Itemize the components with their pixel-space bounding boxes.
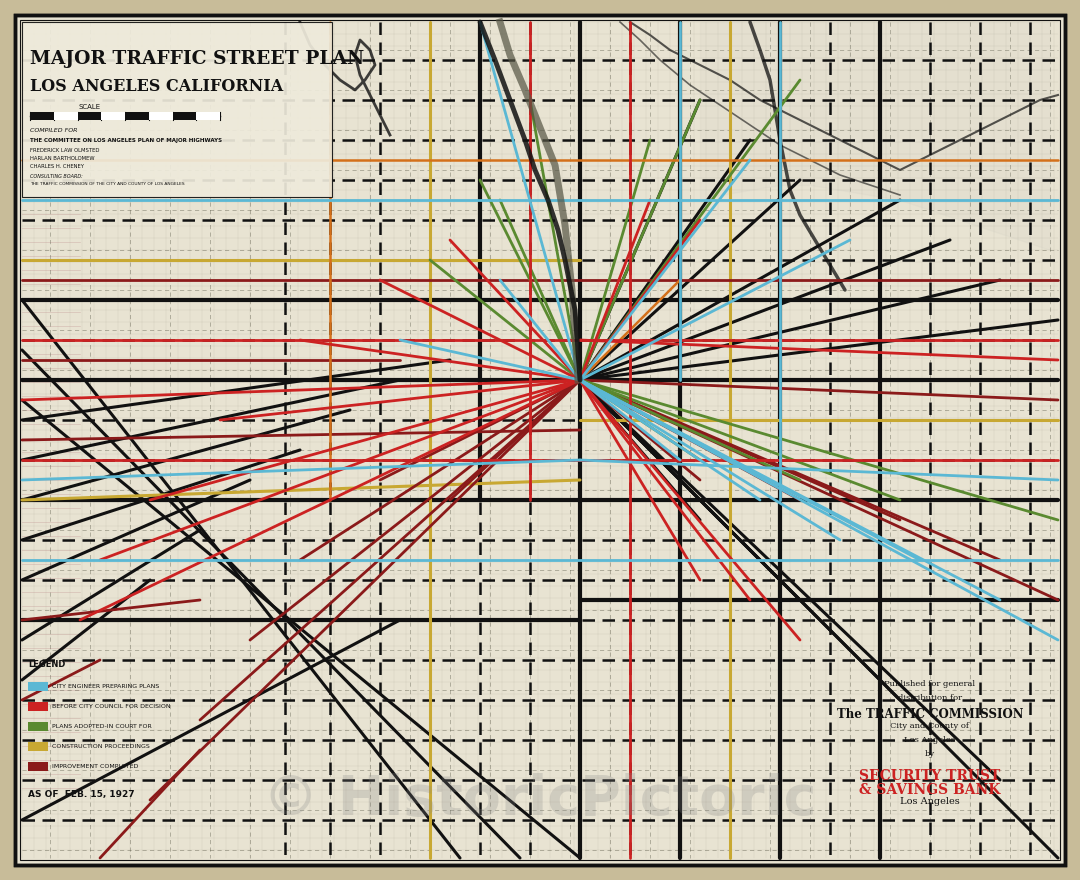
Text: distribution for: distribution for — [897, 694, 962, 702]
Bar — [125, 112, 149, 120]
Text: LOS ANGELES CALIFORNIA: LOS ANGELES CALIFORNIA — [30, 78, 283, 95]
Bar — [28, 762, 48, 771]
Text: City and County of: City and County of — [891, 722, 970, 730]
Text: by: by — [924, 750, 935, 758]
Bar — [28, 702, 48, 711]
Text: CHARLES H. CHENEY: CHARLES H. CHENEY — [30, 164, 84, 169]
Text: BEFORE CITY COUNCIL FOR DECISION: BEFORE CITY COUNCIL FOR DECISION — [52, 704, 171, 709]
Text: LEGEND: LEGEND — [28, 660, 66, 669]
Text: THE COMMITTEE ON LOS ANGELES PLAN OF MAJOR HIGHWAYS: THE COMMITTEE ON LOS ANGELES PLAN OF MAJ… — [30, 138, 222, 143]
Text: IMPROVEMENT COMPLETED: IMPROVEMENT COMPLETED — [52, 764, 138, 769]
Text: COMPILED FOR: COMPILED FOR — [30, 128, 78, 133]
Bar — [197, 112, 220, 120]
Text: AS OF  FEB. 15, 1927: AS OF FEB. 15, 1927 — [28, 790, 135, 799]
Bar — [30, 112, 54, 120]
Text: CITY ENGINEER PREPARING PLANS: CITY ENGINEER PREPARING PLANS — [52, 684, 159, 689]
Bar — [173, 112, 197, 120]
Text: CONSULTING BOARD:: CONSULTING BOARD: — [30, 174, 83, 179]
Text: CONSTRUCTION PROCEEDINGS: CONSTRUCTION PROCEEDINGS — [52, 744, 150, 749]
Text: SCALE: SCALE — [79, 104, 102, 110]
Bar — [28, 682, 48, 691]
Text: Los Angeles: Los Angeles — [905, 736, 956, 744]
Bar — [28, 722, 48, 731]
Text: Published for general: Published for general — [885, 680, 975, 688]
Bar — [54, 112, 78, 120]
Text: The TRAFFIC COMMISSION: The TRAFFIC COMMISSION — [837, 708, 1023, 721]
Text: FREDERICK LAW OLMSTED: FREDERICK LAW OLMSTED — [30, 148, 99, 153]
Bar — [78, 112, 102, 120]
Bar — [22, 22, 332, 197]
Text: SECURITY TRUST: SECURITY TRUST — [860, 769, 1001, 783]
Bar — [102, 112, 125, 120]
Text: © HistoricPictoric: © HistoricPictoric — [264, 773, 816, 827]
Bar — [149, 112, 173, 120]
Text: & SAVINGS BANK: & SAVINGS BANK — [860, 783, 1001, 797]
Bar — [28, 742, 48, 751]
Text: PLANS ADOPTED-IN COURT FOR: PLANS ADOPTED-IN COURT FOR — [52, 724, 152, 729]
Text: Los Angeles: Los Angeles — [900, 797, 960, 806]
Text: THE TRAFFIC COMMISSION OF THE CITY AND COUNTY OF LOS ANGELES: THE TRAFFIC COMMISSION OF THE CITY AND C… — [30, 182, 185, 186]
Text: MAJOR TRAFFIC STREET PLAN: MAJOR TRAFFIC STREET PLAN — [30, 50, 364, 68]
Text: HARLAN BARTHOLOMEW: HARLAN BARTHOLOMEW — [30, 156, 95, 161]
